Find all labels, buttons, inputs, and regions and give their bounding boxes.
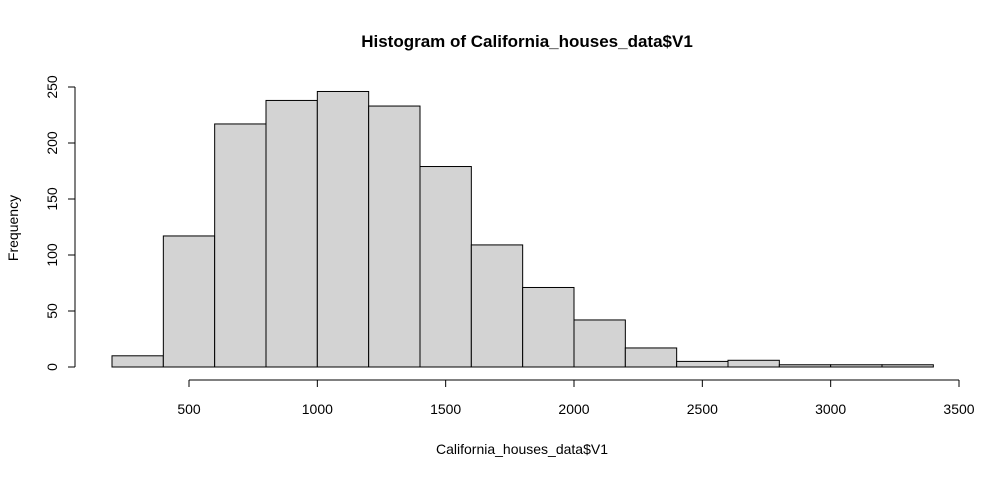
x-tick-label: 3500 xyxy=(943,401,974,417)
histogram-bar xyxy=(676,360,729,368)
histogram-bar xyxy=(881,364,934,368)
y-tick-label: 50 xyxy=(44,303,60,319)
x-axis: 500 1000 1500 2000 2500 3000 3500 xyxy=(177,379,975,417)
y-tick-label: 0 xyxy=(44,363,60,371)
y-tick-label: 200 xyxy=(44,131,60,155)
y-tick-label: 250 xyxy=(44,75,60,99)
x-tick-label: 500 xyxy=(177,401,201,417)
x-tick-label: 1500 xyxy=(430,401,461,417)
y-axis-label: Frequency xyxy=(5,195,21,261)
histogram-bar xyxy=(368,105,421,368)
x-tick-label: 1000 xyxy=(302,401,333,417)
histogram-bar xyxy=(830,364,883,368)
x-tick-label: 2000 xyxy=(558,401,589,417)
chart-title: Histogram of California_houses_data$V1 xyxy=(361,32,693,51)
histogram-bar xyxy=(265,99,318,368)
x-tick-label: 3000 xyxy=(815,401,846,417)
histogram-bar xyxy=(316,90,370,368)
histogram-bar xyxy=(778,364,832,368)
histogram-bar xyxy=(162,235,216,368)
x-tick-label: 2500 xyxy=(687,401,718,417)
y-tick-label: 100 xyxy=(44,243,60,267)
histogram-bar xyxy=(470,244,524,368)
histogram-bar xyxy=(419,166,472,368)
histogram-bar xyxy=(727,359,780,368)
histogram-bar xyxy=(214,123,267,368)
bars-group xyxy=(111,90,934,368)
x-axis-label: California_houses_data$V1 xyxy=(436,441,608,457)
histogram-bar xyxy=(522,286,575,368)
y-tick-label: 150 xyxy=(44,187,60,211)
histogram-bar xyxy=(111,355,164,368)
histogram-bar xyxy=(624,347,678,368)
y-axis: 0 50 100 150 200 250 xyxy=(44,75,76,371)
histogram-bar xyxy=(573,319,626,368)
